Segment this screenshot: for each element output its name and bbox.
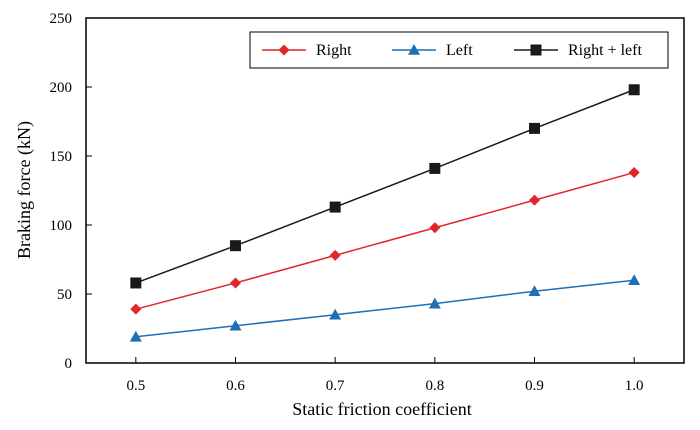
data-point-right-left [529, 122, 540, 134]
data-point-right [329, 249, 341, 261]
data-point-left [628, 274, 641, 285]
data-point-right [628, 167, 640, 179]
x-tick-label: 1.0 [625, 378, 644, 394]
x-tick-label: 0.6 [226, 378, 245, 394]
x-tick-label: 0.8 [425, 378, 444, 394]
data-point-right [529, 194, 540, 206]
x-axis-title: Static friction coefficient [292, 399, 472, 419]
data-point-right-left [628, 84, 640, 96]
legend-box [249, 31, 669, 69]
data-point-left [428, 297, 441, 309]
x-tick-label: 0.5 [126, 378, 145, 394]
series-layer [129, 84, 641, 342]
legend-label-right-left: Right + left [568, 42, 642, 59]
data-point-left [329, 308, 342, 320]
series-line-right [135, 171, 635, 310]
data-point-right-left [429, 162, 441, 174]
x-tick-label: 0.7 [326, 378, 345, 394]
data-point-left [229, 319, 242, 331]
data-point-left [528, 285, 541, 297]
legend-marker-left [408, 44, 420, 55]
x-tick-label: 0.9 [525, 378, 544, 394]
legend-label-right: Right [316, 42, 352, 59]
legend-marker-right-left [530, 44, 542, 56]
data-point-right-left [230, 240, 241, 252]
data-point-right [230, 277, 241, 289]
series-line-left [135, 279, 635, 338]
series-line-right-left [135, 89, 635, 284]
data-point-right [429, 222, 441, 234]
data-point-right-left [130, 277, 142, 289]
y-tick-label: 50 [57, 287, 72, 303]
y-tick-label: 100 [50, 218, 73, 234]
legend-label-left: Left [446, 42, 473, 59]
y-tick-label: 200 [50, 80, 73, 96]
plot-area [85, 17, 685, 364]
data-point-right [130, 303, 142, 315]
legend: Right Left Right + left [249, 31, 669, 69]
data-point-right-left [329, 201, 341, 213]
data-point-left [129, 330, 142, 342]
y-axis-title: Braking force (kN) [14, 121, 35, 259]
y-tick-label: 0 [65, 356, 73, 372]
y-tick-label: 150 [50, 149, 73, 165]
legend-marker-right [278, 44, 290, 56]
y-tick-label: 250 [50, 11, 73, 27]
y-axis: 0 50 100 150 200 250 [50, 11, 92, 372]
x-axis: 0.5 0.6 0.7 0.8 0.9 1.0 [126, 357, 644, 394]
